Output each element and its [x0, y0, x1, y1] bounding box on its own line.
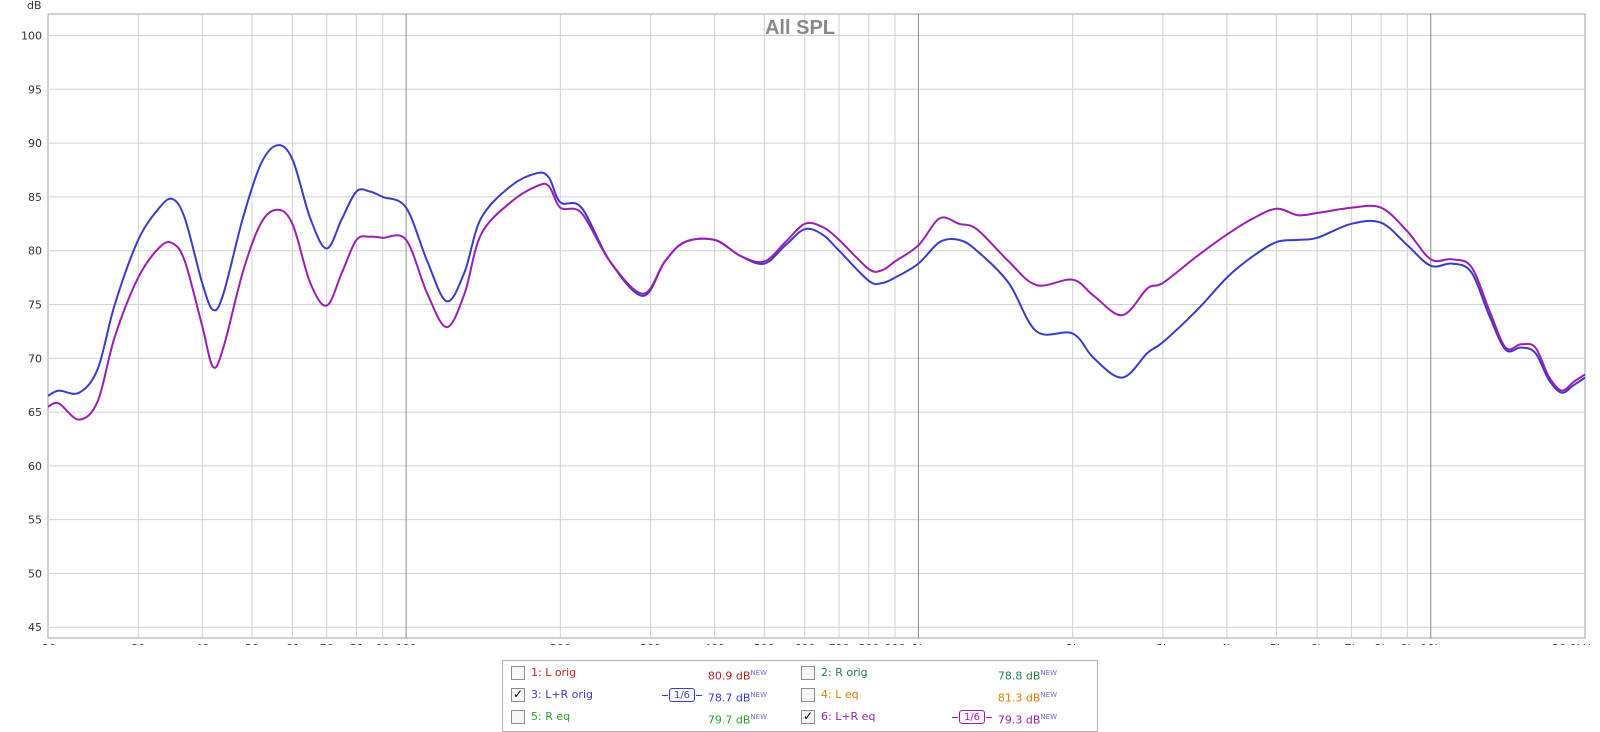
y-tick-label: 75: [28, 298, 42, 311]
y-tick-label: 45: [28, 621, 42, 634]
y-tick-label: 90: [28, 137, 42, 150]
x-tick-label: 700: [829, 642, 850, 645]
x-tick-label: 9k: [1401, 642, 1415, 645]
new-badge: NEW: [750, 669, 767, 677]
x-tick-label: 900: [884, 642, 905, 645]
plot-area: [47, 13, 1586, 639]
legend-label-r-eq: 5: R eq: [531, 710, 571, 723]
legend-label-lr-eq: 6: L+R eq: [821, 710, 876, 723]
new-badge: NEW: [750, 691, 767, 699]
legend-label-l-eq: 4: L eq: [821, 688, 859, 701]
checkbox-l-orig[interactable]: [511, 666, 525, 680]
legend-value-lr-eq: 79.3 dBNEW: [997, 713, 1057, 727]
x-tick-label: 20.0kHz: [1552, 642, 1597, 645]
chart-title: All SPL: [765, 17, 835, 39]
y-tick-label: 80: [28, 245, 42, 258]
chart-series: [47, 144, 1586, 421]
x-tick-label: 400: [704, 642, 725, 645]
y-tick-label: 70: [28, 352, 42, 365]
new-badge: NEW: [1040, 669, 1057, 677]
y-tick-label: 85: [28, 191, 42, 204]
checkbox-lr-eq[interactable]: ✓: [801, 709, 815, 724]
x-tick-label: 90: [376, 642, 390, 645]
x-tick-label: 40: [195, 642, 209, 645]
new-badge: NEW: [1040, 713, 1057, 721]
x-tick-label: 5k: [1270, 642, 1284, 645]
new-badge: NEW: [1040, 691, 1057, 699]
checkbox-r-orig[interactable]: [801, 666, 815, 680]
x-tick-label: 4k: [1220, 642, 1234, 645]
legend-label-l-orig: 1: L orig: [531, 666, 577, 679]
x-tick-label: 500: [754, 642, 775, 645]
x-tick-label: 8k: [1374, 642, 1388, 645]
checkbox-r-eq[interactable]: [511, 710, 525, 724]
legend-label-lr-orig: 3: L+R orig: [531, 688, 593, 701]
chart-axes: 45 50 55 60 65 70 75 80 85 90 95 100 20 30 40 50 60 70 80 9…: [21, 30, 1597, 645]
y-tick-label: 95: [28, 83, 42, 96]
x-tick-label: 20: [42, 642, 56, 645]
new-badge: NEW: [750, 713, 767, 721]
series-line-lr-eq: [47, 182, 1586, 421]
x-tick-label: 200: [550, 642, 571, 645]
y-axis-unit-label: dB: [27, 0, 42, 12]
y-tick-label: 65: [28, 406, 42, 419]
x-tick-label: 7k: [1345, 642, 1359, 645]
legend-value-r-orig: 78.8 dBNEW: [997, 669, 1057, 683]
x-tick-label: 100: [396, 642, 417, 645]
x-tick-label: 10k: [1421, 642, 1442, 645]
x-tick-label: 60: [285, 642, 299, 645]
y-tick-label: 55: [28, 514, 42, 527]
x-tick-label: 1k: [912, 642, 926, 645]
x-tick-label: 600: [794, 642, 815, 645]
legend-value-lr-orig: 78.7 dBNEW: [707, 691, 767, 705]
checkbox-lr-orig[interactable]: ✓: [511, 687, 525, 702]
smoothing-badge-lr-eq[interactable]: 1/6: [952, 710, 992, 724]
y-tick-label: 50: [28, 567, 42, 580]
x-tick-label: 2k: [1066, 642, 1080, 645]
legend-value-l-eq: 81.3 dBNEW: [997, 691, 1057, 705]
x-tick-label: 50: [245, 642, 259, 645]
x-tick-label: 80: [349, 642, 363, 645]
legend-label-r-orig: 2: R orig: [821, 666, 868, 679]
x-tick-label: 3k: [1156, 642, 1170, 645]
legend-value-r-eq: 79.7 dBNEW: [707, 713, 767, 727]
checkbox-l-eq[interactable]: [801, 688, 815, 702]
series-line-lr-orig: [47, 144, 1586, 397]
chart-grid: [47, 13, 1586, 639]
legend-value-l-orig: 80.9 dBNEW: [707, 669, 767, 683]
spl-chart[interactable]: 45 50 55 60 65 70 75 80 85 90 95 100 20 30 40 50 60 70 80 9…: [0, 0, 1600, 645]
x-tick-label: 30: [131, 642, 145, 645]
smoothing-badge-lr-orig[interactable]: 1/6: [662, 688, 702, 702]
x-tick-label: 800: [858, 642, 879, 645]
y-tick-label: 60: [28, 460, 42, 473]
x-tick-label: 300: [640, 642, 661, 645]
x-tick-label: 70: [320, 642, 334, 645]
y-tick-label: 100: [21, 30, 42, 43]
x-tick-label: 6k: [1310, 642, 1324, 645]
legend-panel: 1: L orig 80.9 dBNEW 2: R orig 78.8 dBNE…: [502, 660, 1098, 732]
